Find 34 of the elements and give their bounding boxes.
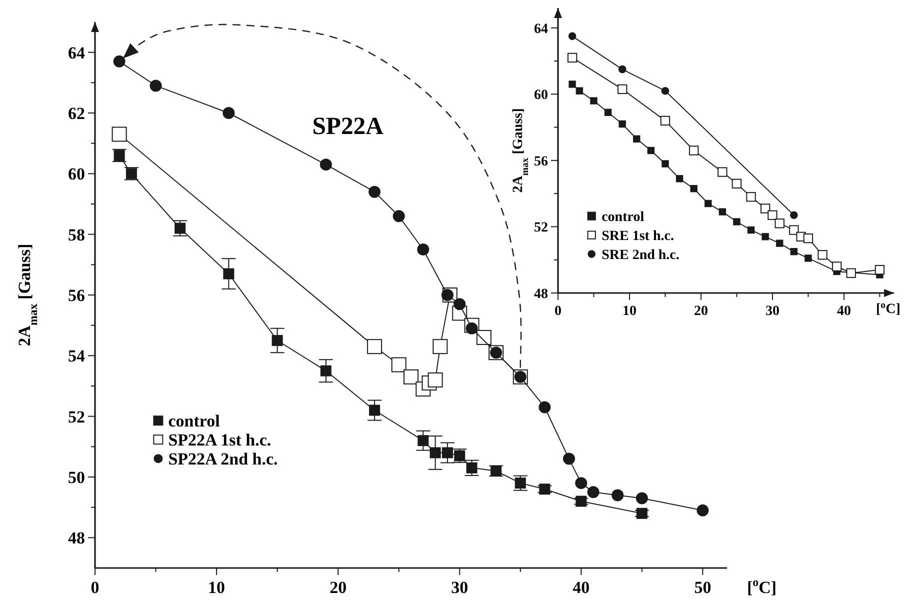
x-axis-title: [$^{o}$C] bbox=[747, 575, 777, 597]
legend-label: control bbox=[602, 210, 644, 225]
y-tick-label: 60 bbox=[68, 164, 85, 184]
x-tick-label: 10 bbox=[208, 578, 226, 597]
x-tick-label: 20 bbox=[694, 304, 708, 319]
legend-label: control bbox=[168, 412, 220, 431]
x-tick-label: 30 bbox=[765, 304, 780, 319]
y-tick-label: 62 bbox=[68, 104, 85, 123]
y-tick-label: 54 bbox=[68, 346, 86, 366]
legend-label: SRE 1st h.c. bbox=[602, 228, 674, 244]
y-tick-label: 56 bbox=[534, 154, 548, 170]
legend-label: SP22A 1st h.c. bbox=[168, 430, 272, 450]
y-tick-label: 64 bbox=[68, 43, 86, 62]
y-tick-label: 52 bbox=[534, 220, 548, 236]
x-tick-label: 40 bbox=[836, 304, 851, 319]
y-tick-label: 64 bbox=[534, 22, 548, 37]
x-tick-label: 40 bbox=[572, 578, 590, 597]
x-axis-title: [$^{o}$C] bbox=[876, 300, 900, 317]
x-tick-label: 0 bbox=[90, 578, 100, 597]
x-tick-label: 10 bbox=[622, 304, 636, 319]
x-tick-label: 20 bbox=[330, 578, 347, 597]
y-tick-label: 60 bbox=[534, 88, 548, 104]
y-tick-label: 56 bbox=[68, 286, 85, 305]
y-tick-label: 50 bbox=[68, 468, 85, 487]
y-tick-label: 58 bbox=[68, 225, 85, 244]
annotation: SP22A bbox=[312, 112, 384, 140]
legend-label: SRE 2nd h.c. bbox=[602, 248, 680, 263]
y-tick-label: 48 bbox=[534, 286, 548, 302]
x-tick-label: 50 bbox=[694, 578, 712, 597]
y-tick-label: 48 bbox=[68, 528, 85, 548]
legend-label: SP22A 2nd h.c. bbox=[168, 450, 278, 469]
x-tick-label: 30 bbox=[451, 578, 468, 597]
y-tick-label: 52 bbox=[68, 407, 85, 426]
x-tick-label: 0 bbox=[554, 304, 562, 319]
